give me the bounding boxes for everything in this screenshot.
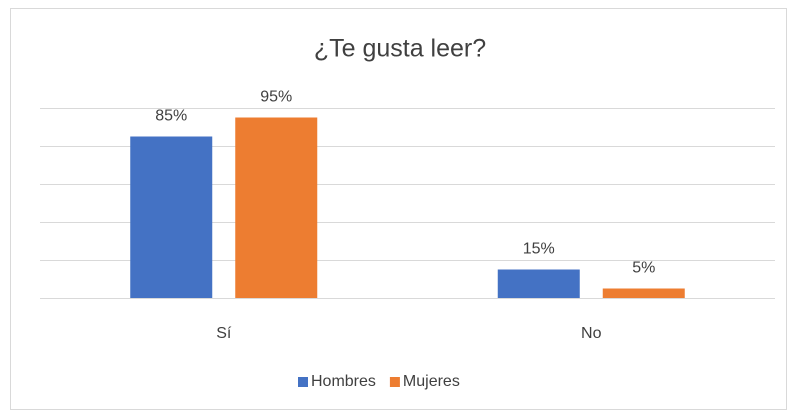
data-label: 95%: [260, 89, 292, 106]
chart-frame: [10, 8, 787, 410]
bar: [497, 269, 580, 298]
data-label: 85%: [155, 108, 187, 125]
chart-title: ¿Te gusta leer?: [314, 35, 486, 63]
x-tick-label: Sí: [216, 325, 232, 342]
bar: [130, 136, 213, 298]
bar: [602, 288, 685, 298]
data-label: 15%: [523, 241, 555, 258]
legend-swatch: [298, 377, 308, 387]
x-tick-label: No: [581, 325, 602, 342]
data-label: 5%: [632, 260, 655, 277]
legend-swatch: [389, 377, 400, 387]
bar: [235, 117, 318, 298]
legend-label: Mujeres: [403, 373, 460, 390]
legend-label: Hombres: [311, 373, 376, 390]
